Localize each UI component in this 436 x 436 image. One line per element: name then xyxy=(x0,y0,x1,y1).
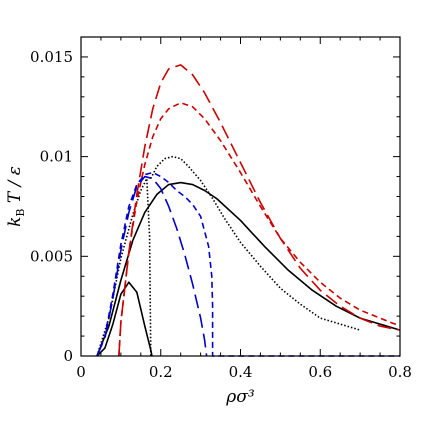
series-line-8 xyxy=(96,171,400,357)
plot-frame xyxy=(80,36,401,357)
y-axis-label: kB T / ε xyxy=(5,166,27,227)
series-layer xyxy=(96,64,401,357)
series-line-2 xyxy=(96,181,401,357)
series-line-1 xyxy=(96,281,153,357)
series-line-7 xyxy=(96,175,208,357)
y-tick-label: 0.015 xyxy=(30,48,73,66)
x-axis-label: ρσ³ xyxy=(225,387,255,407)
tick-labels: 0 0.2 0.4 0.6 0.8 0 0.005 0.01 0.015 xyxy=(30,48,412,381)
y-tick-label: 0.005 xyxy=(30,247,73,265)
x-tick-label: 0 xyxy=(76,363,86,381)
x-tick-label: 0.4 xyxy=(229,363,253,381)
series-line-3 xyxy=(96,177,152,357)
series-line-6 xyxy=(118,101,401,357)
ticks-layer xyxy=(80,36,401,357)
series-line-5 xyxy=(118,64,401,357)
y-tick-label: 0.01 xyxy=(40,148,73,166)
x-tick-label: 0.6 xyxy=(308,363,332,381)
series-line-4 xyxy=(150,155,361,331)
x-tick-label: 0.8 xyxy=(388,363,412,381)
y-tick-label: 0 xyxy=(63,347,73,365)
x-tick-label: 0.2 xyxy=(149,363,173,381)
